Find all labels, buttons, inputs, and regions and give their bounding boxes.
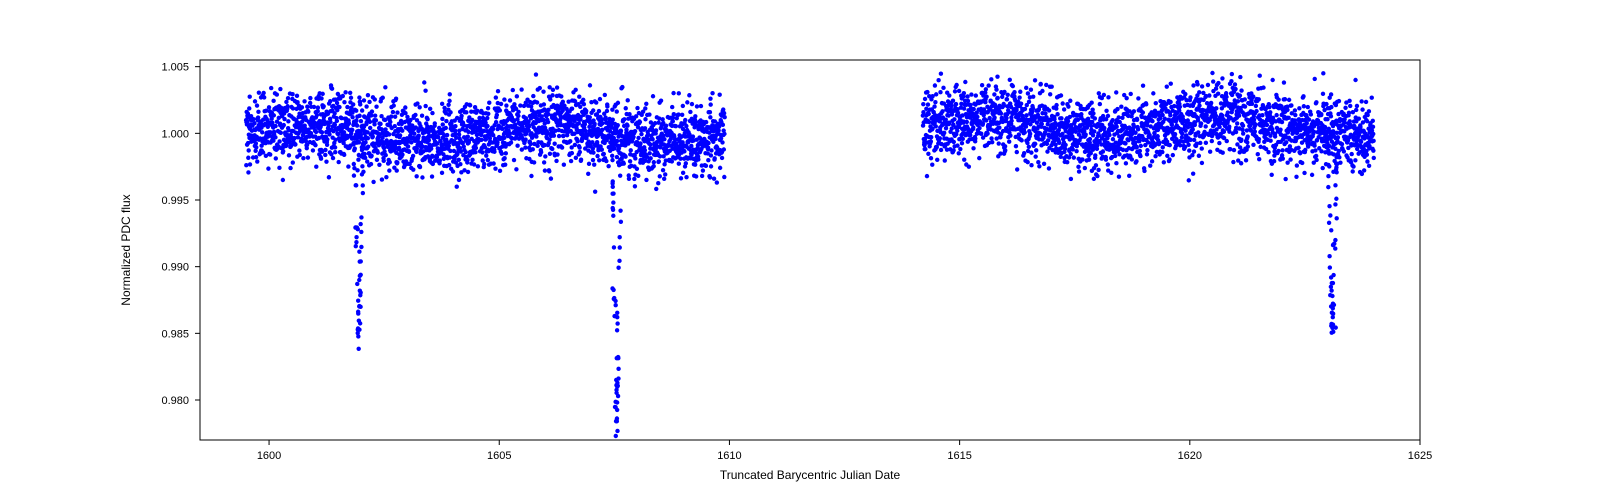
x-tick-label: 1615 [947, 450, 971, 462]
y-tick-label: 0.980 [161, 395, 189, 407]
x-tick-label: 1600 [257, 450, 281, 462]
y-axis-label: Normalized PDC flux [119, 194, 133, 305]
x-tick-label: 1620 [1178, 450, 1202, 462]
scatter-chart: 1600 1605 1610 1615 1620 1625 0.980 0.985 0.990 0… [0, 0, 1600, 500]
x-axis-label: Truncated Barycentric Julian Date [720, 468, 901, 482]
y-tick-label: 0.990 [161, 262, 189, 274]
x-tick-label: 1610 [717, 450, 741, 462]
x-tick-label: 1625 [1408, 450, 1432, 462]
y-tick-label: 1.005 [161, 62, 189, 74]
chart-container: 1600 1605 1610 1615 1620 1625 0.980 0.985 0.990 0… [0, 0, 1600, 500]
y-tick-label: 1.000 [161, 128, 189, 140]
x-tick-label: 1605 [487, 450, 511, 462]
y-tick-label: 0.985 [161, 328, 189, 340]
y-tick-label: 0.995 [161, 195, 189, 207]
